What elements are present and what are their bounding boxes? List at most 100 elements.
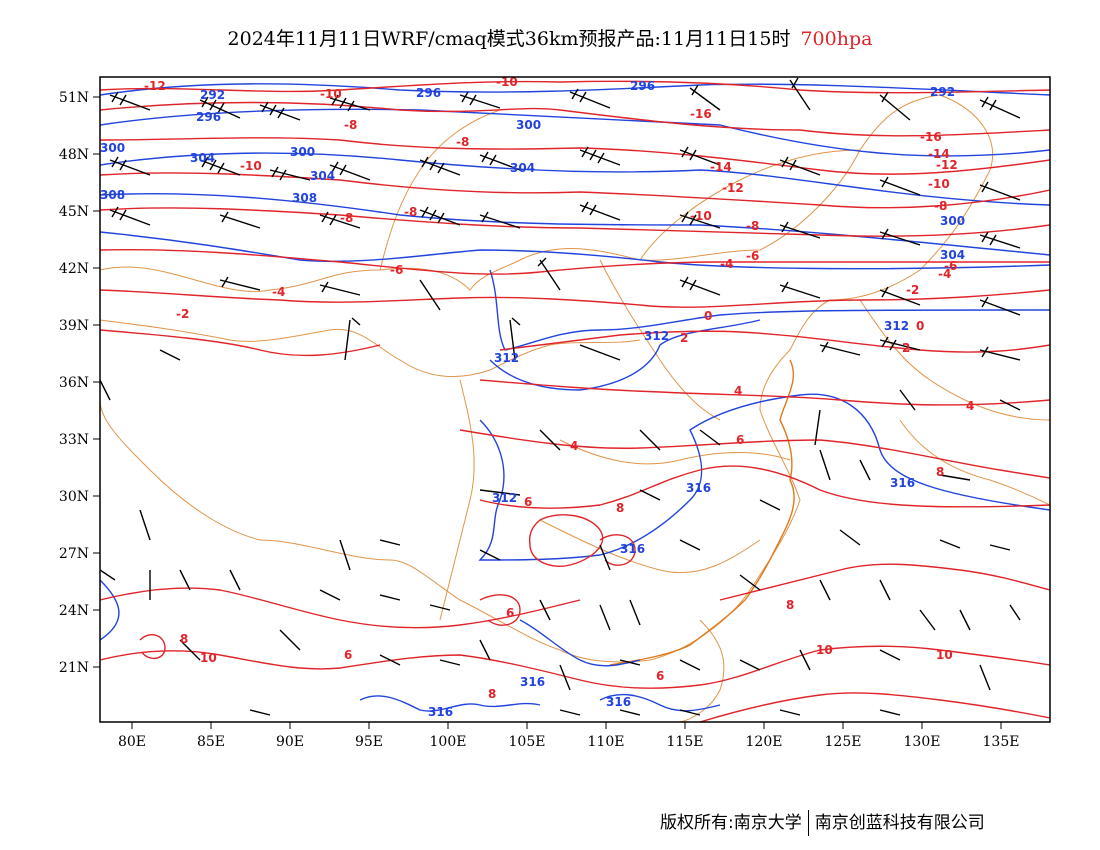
contour-label-minus-10: -10 (690, 209, 712, 223)
lat-label: 21N (59, 660, 89, 676)
contour-label-300: 300 (100, 141, 125, 155)
contour-label-minus-6: -6 (390, 263, 403, 277)
latitude-axis (93, 96, 100, 668)
contour-label-312: 312 (492, 491, 517, 505)
contour-label-minus-10: -10 (320, 87, 342, 101)
contour-label-10: 10 (200, 651, 217, 665)
contour-label-312: 312 (884, 319, 909, 333)
contour-label-minus-2: -2 (176, 307, 189, 321)
footer-divider (807, 810, 809, 836)
contour-label-minus-16: -16 (920, 130, 942, 144)
lon-label: 85E (197, 734, 225, 750)
wind-barbs (100, 77, 1021, 716)
title-text: 2024年11月11日WRF/cmaq模式36km预报产品:11月11日15时 (227, 28, 791, 50)
contour-label-minus-12: -12 (936, 158, 958, 172)
contour-label-minus-8: -8 (746, 219, 759, 233)
contour-label-8: 8 (936, 465, 944, 479)
contour-label-minus-14: -14 (928, 147, 950, 161)
contour-label-316: 316 (606, 695, 631, 709)
contour-label-316: 316 (428, 705, 453, 719)
contour-label-10: 10 (816, 643, 833, 657)
contour-label-0: 0 (916, 319, 924, 333)
coastline (609, 359, 795, 666)
temperature-contour-labels: -12 -10 -10 -8 -8 -16 -16 -14 -14 -12 -1… (144, 77, 974, 701)
contour-label-296: 296 (416, 86, 441, 100)
contour-label-316: 316 (890, 476, 915, 490)
contour-label-308: 308 (100, 188, 125, 202)
lat-label: 39N (59, 318, 89, 334)
plot-frame (99, 76, 1051, 723)
lon-label: 125E (825, 734, 862, 750)
contour-label-316: 316 (620, 542, 645, 556)
contour-label-4: 4 (734, 384, 742, 398)
contour-label-304: 304 (190, 151, 215, 165)
contour-label-4: 4 (966, 399, 974, 413)
lon-label: 135E (983, 734, 1020, 750)
lon-label: 95E (355, 734, 383, 750)
lon-label: 105E (509, 734, 546, 750)
contour-label-308: 308 (292, 191, 317, 205)
map-title: 2024年11月11日WRF/cmaq模式36km预报产品:11月11日15时 7… (0, 24, 1100, 51)
contour-label-2: 2 (902, 341, 910, 355)
contour-label-minus-2: -2 (906, 283, 919, 297)
contour-label-minus-6: -6 (746, 249, 759, 263)
lat-label: 33N (59, 432, 89, 448)
contour-label-312: 312 (494, 351, 519, 365)
longitude-axis (131, 722, 1002, 729)
contour-label-8: 8 (786, 598, 794, 612)
contour-label-8: 8 (180, 632, 188, 646)
contour-label-296: 296 (630, 79, 655, 93)
contour-label-316: 316 (686, 481, 711, 495)
contour-label-6: 6 (344, 648, 352, 662)
contour-label-minus-16: -16 (690, 107, 712, 121)
contour-label-minus-4: -4 (938, 267, 951, 281)
height-contours (100, 83, 1050, 712)
company-name: 南京创蓝科技有限公司 (814, 813, 985, 833)
contour-label-304: 304 (510, 161, 535, 175)
contour-label-300: 300 (940, 214, 965, 228)
contour-label-292: 292 (930, 85, 955, 99)
latitude-labels: 51N 48N 45N 42N 39N 36N 33N 30N 27N 24N … (59, 90, 89, 676)
contour-label-minus-12: -12 (144, 79, 166, 93)
lat-label: 24N (59, 603, 89, 619)
contour-label-minus-8: -8 (456, 135, 469, 149)
contour-label-316: 316 (520, 675, 545, 689)
contour-label-304: 304 (310, 169, 335, 183)
contour-label-296: 296 (196, 110, 221, 124)
lon-label: 110E (588, 734, 625, 750)
contour-label-minus-8: -8 (934, 199, 947, 213)
contour-label-6: 6 (656, 669, 664, 683)
longitude-labels: 80E 85E 90E 95E 100E 105E 110E 115E 120E… (118, 734, 1020, 750)
footer: 版权所有:南京大学 南京创蓝科技有限公司 (660, 808, 985, 836)
contour-label-minus-6: -6 (944, 259, 957, 273)
lat-label: 42N (59, 261, 89, 277)
lat-label: 30N (59, 489, 89, 505)
country-borders (100, 94, 1050, 722)
contour-label-minus-14: -14 (710, 160, 732, 174)
height-contour-labels: 292 292 296 296 296 300 300 300 300 304 … (100, 79, 965, 719)
contour-label-minus-4: -4 (272, 285, 285, 299)
contour-label-6: 6 (506, 606, 514, 620)
contour-label-minus-8: -8 (404, 205, 417, 219)
pressure-level: 700hpa (800, 28, 873, 50)
contour-label-6: 6 (736, 433, 744, 447)
copyright-text: 版权所有:南京大学 (660, 813, 802, 833)
contour-label-minus-8: -8 (340, 211, 353, 225)
contour-label-minus-4: -4 (720, 257, 733, 271)
lat-label: 51N (59, 90, 89, 106)
contour-label-304: 304 (940, 248, 965, 262)
contour-label-2: 2 (680, 331, 688, 345)
lon-label: 100E (430, 734, 467, 750)
lon-label: 130E (904, 734, 941, 750)
lon-label: 120E (746, 734, 783, 750)
contour-label-312: 312 (644, 329, 669, 343)
lat-label: 48N (59, 147, 89, 163)
contour-label-8: 8 (616, 501, 624, 515)
contour-label-0: 0 (704, 309, 712, 323)
lon-label: 80E (118, 734, 146, 750)
lat-label: 36N (59, 375, 89, 391)
contour-label-minus-10: -10 (240, 159, 262, 173)
contour-label-minus-10: -10 (928, 177, 950, 191)
lat-label: 45N (59, 204, 89, 220)
